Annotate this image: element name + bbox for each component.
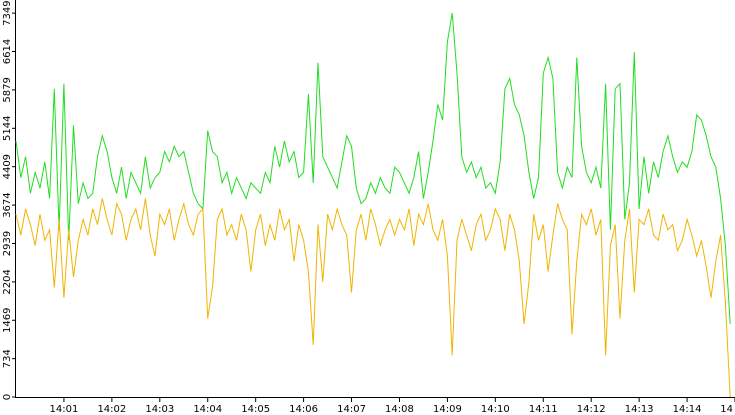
x-tick-label: 14:02 xyxy=(97,404,126,415)
x-tick-label: 14:13 xyxy=(625,404,654,415)
y-tick-label: 734 xyxy=(2,349,13,368)
x-tick-label: 14:07 xyxy=(337,404,366,415)
x-tick-label: 14:05 xyxy=(241,404,270,415)
x-tick-label: 14:08 xyxy=(385,404,414,415)
y-tick-label: 1469 xyxy=(2,308,13,333)
x-tick-label: 14:01 xyxy=(50,404,79,415)
y-tick-label: 5144 xyxy=(2,116,13,141)
y-tick-label: 6614 xyxy=(2,39,13,64)
x-tick-label: 14:10 xyxy=(481,404,510,415)
y-tick-label: 3674 xyxy=(2,192,13,217)
y-tick-label: 2204 xyxy=(2,269,13,294)
x-tick-label: 14:06 xyxy=(289,404,318,415)
x-tick-label: 14:09 xyxy=(433,404,462,415)
y-tick-label: 5879 xyxy=(2,77,13,102)
y-tick-label: 0 xyxy=(2,394,13,400)
x-tick-label: 14:12 xyxy=(577,404,606,415)
y-tick-label: 7349 xyxy=(2,0,13,25)
x-tick-label: 14 xyxy=(720,404,733,415)
series-line xyxy=(15,13,731,324)
y-tick-label: 2939 xyxy=(2,231,13,256)
series-line xyxy=(15,198,731,398)
x-tick-label: 14:03 xyxy=(145,404,174,415)
y-tick-label: 4409 xyxy=(2,154,13,179)
x-tick-label: 14:11 xyxy=(529,404,558,415)
x-tick-label: 14:04 xyxy=(193,404,222,415)
x-tick-label: 14:14 xyxy=(673,404,702,415)
